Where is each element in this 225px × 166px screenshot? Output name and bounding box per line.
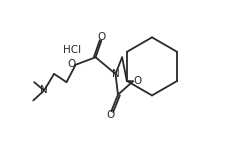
Text: O: O (133, 76, 141, 85)
Text: O: O (106, 110, 115, 120)
Text: O: O (67, 59, 75, 69)
Text: N: N (40, 85, 48, 95)
Text: HCl: HCl (63, 45, 81, 55)
Text: O: O (97, 32, 105, 42)
Text: N: N (111, 69, 119, 79)
